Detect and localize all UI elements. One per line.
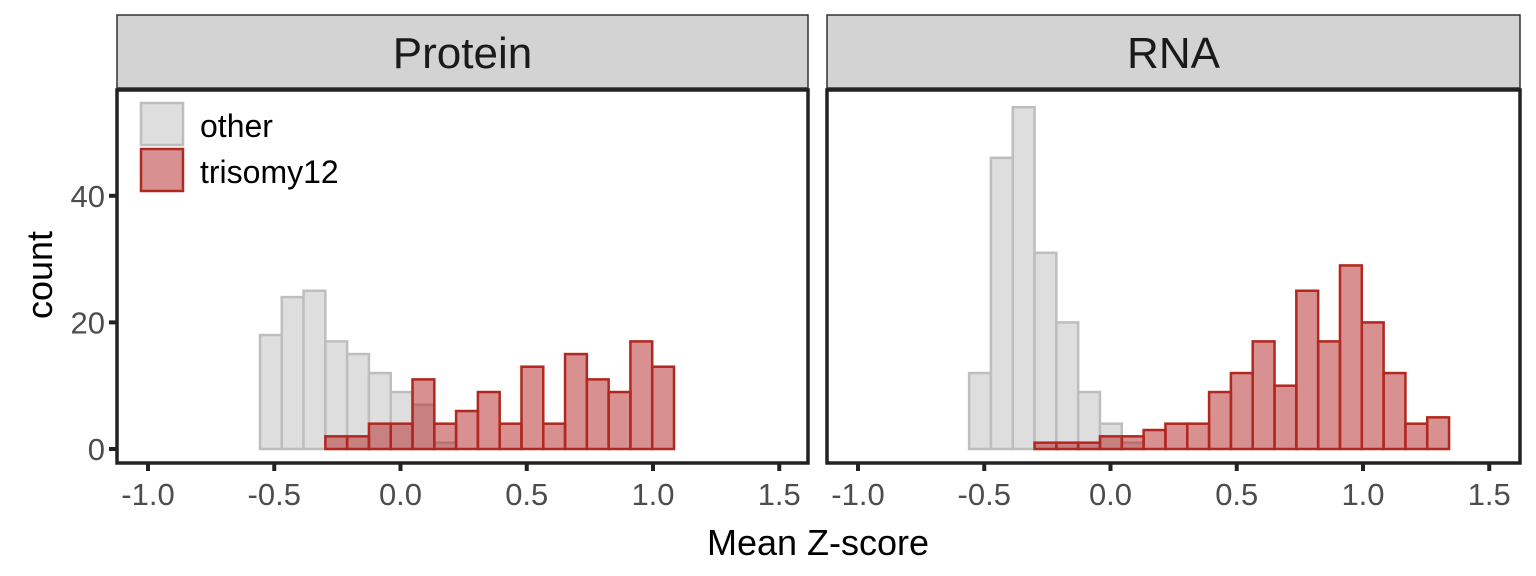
bar-other-7 [302, 289, 327, 451]
bar-other-6 [989, 156, 1014, 451]
y-tick-label: 0 [88, 432, 105, 467]
x-tick-label: 0.0 [1089, 477, 1132, 512]
bar-trisomy12-8 [324, 435, 349, 451]
bar-other-6 [280, 295, 305, 451]
x-tick-label: 0.0 [379, 477, 422, 512]
legend-swatch-other [139, 101, 185, 147]
panel-border [115, 88, 810, 465]
bar-other-8 [324, 340, 349, 451]
series-trisomy12 [324, 340, 676, 451]
y-tick-label: 40 [71, 179, 105, 214]
bar-trisomy12-17 [1229, 371, 1254, 451]
x-tick-label: 0.5 [505, 477, 548, 512]
facet-title: Protein [393, 29, 532, 78]
x-tick-label: 1.5 [1468, 477, 1511, 512]
bar-other-10 [1076, 390, 1102, 451]
bar-other-5 [258, 333, 284, 451]
legend: other trisomy12 [139, 101, 339, 193]
bar-trisomy12-15 [1186, 422, 1211, 451]
bar-trisomy12-17 [520, 365, 545, 451]
bar-trisomy12-15 [476, 390, 501, 451]
bar-other-7 [1011, 105, 1036, 451]
facet-strip [826, 14, 1521, 89]
bar-trisomy12-20 [585, 378, 610, 451]
bar-trisomy12-22 [1338, 264, 1364, 451]
bar-trisomy12-23 [650, 365, 676, 451]
bar-trisomy12-16 [498, 422, 523, 451]
bar-trisomy12-21 [1316, 340, 1342, 451]
bar-trisomy12-10 [367, 422, 392, 451]
x-tick-label: 1.0 [631, 477, 674, 512]
bar-trisomy12-19 [1273, 384, 1298, 451]
bar-other-9 [1055, 321, 1080, 451]
bar-trisomy12-19 [563, 352, 589, 451]
x-tick-label: -1.0 [121, 477, 174, 512]
bar-trisomy12-24 [1382, 371, 1407, 451]
bar-trisomy12-12 [1120, 435, 1145, 451]
y-axis-title: count [19, 231, 60, 319]
bar-trisomy12-14 [1164, 422, 1189, 451]
bar-trisomy12-22 [629, 340, 654, 451]
series-other [967, 105, 1145, 451]
facet-title: RNA [1127, 29, 1221, 78]
x-tick-label: -1.0 [831, 477, 884, 512]
bar-trisomy12-13 [1142, 428, 1167, 451]
bar-trisomy12-9 [345, 435, 371, 451]
legend-swatch-trisomy12 [139, 147, 185, 193]
y-tick-label: 20 [71, 305, 105, 340]
x-tick-label: 1.0 [1341, 477, 1384, 512]
bar-trisomy12-21 [607, 390, 632, 451]
x-tick-label: -0.5 [958, 477, 1011, 512]
bar-other-5 [967, 371, 993, 451]
bar-other-8 [1033, 251, 1058, 451]
legend-label-trisomy12: trisomy12 [200, 154, 339, 190]
bar-trisomy12-8 [1033, 441, 1058, 451]
x-tick-label: -0.5 [248, 477, 301, 512]
bar-other-9 [345, 352, 371, 451]
bar-trisomy12-18 [542, 422, 567, 451]
bar-trisomy12-11 [1098, 435, 1124, 451]
bar-trisomy12-25 [1404, 422, 1429, 451]
panel-rna: RNA -1.0 -0.5 0.0 0.5 1.0 1.5 [825, 14, 1522, 512]
bar-trisomy12-20 [1295, 289, 1320, 451]
bar-trisomy12-11 [389, 422, 414, 451]
legend-label-other: other [200, 108, 273, 144]
panel-protein: Protein -1.0 -0.5 0.0 0.5 1.0 1.5 0 20 40 [71, 14, 810, 512]
bar-trisomy12-10 [1076, 441, 1102, 451]
series-other [258, 289, 458, 451]
x-tick-label: 1.5 [758, 477, 801, 512]
series-trisomy12 [1033, 264, 1451, 451]
bar-trisomy12-18 [1251, 340, 1276, 451]
bar-trisomy12-12 [411, 378, 436, 451]
bar-trisomy12-26 [1425, 416, 1451, 451]
bar-trisomy12-23 [1360, 321, 1385, 451]
bar-trisomy12-13 [433, 422, 458, 451]
bar-trisomy12-14 [454, 409, 480, 451]
panel-border [825, 88, 1522, 465]
bar-trisomy12-16 [1207, 390, 1233, 451]
x-tick-label: 0.5 [1215, 477, 1258, 512]
x-axis-title: Mean Z-score [707, 522, 929, 563]
bar-trisomy12-9 [1055, 441, 1080, 451]
facet-strip [116, 14, 809, 89]
